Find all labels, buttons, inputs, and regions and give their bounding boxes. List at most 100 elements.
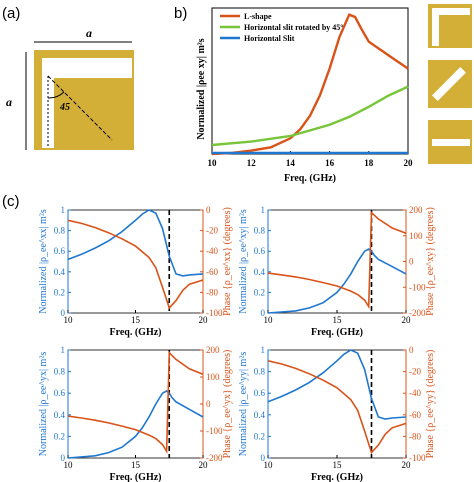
l-shape-unit-cell: 45 xyxy=(34,50,134,150)
thumbnail-horizontal-slit xyxy=(428,120,472,164)
x-tick-label: 10 xyxy=(264,460,274,470)
series-line xyxy=(211,85,409,147)
y-left-tick-label: 0.4 xyxy=(54,410,66,420)
y-right-axis-label: Phase {ρ_ee^yy} (degrees) xyxy=(425,350,436,459)
series-line xyxy=(211,13,409,156)
plot-frame xyxy=(67,349,204,459)
x-tick-label: 20 xyxy=(199,315,209,325)
dimension-left-label: a xyxy=(6,95,12,109)
x-tick-label: 14 xyxy=(286,158,296,168)
magnitude-line xyxy=(267,349,407,420)
y-right-tick-label: -60 xyxy=(206,267,218,277)
y-right-tick-label: -200 xyxy=(206,453,223,463)
x-axis-label: Freq. (GHz) xyxy=(311,472,363,482)
y-left-tick-label: 0.6 xyxy=(54,246,66,256)
y-left-tick-label: 1 xyxy=(61,345,66,355)
x-tick-label: 20 xyxy=(404,158,414,168)
y-right-tick-label: 0 xyxy=(206,205,211,215)
phase-line xyxy=(67,219,204,310)
y-right-tick-label: -60 xyxy=(409,410,421,420)
y-left-tick-label: 0.6 xyxy=(54,388,66,398)
y-left-tick-label: 1 xyxy=(261,205,266,215)
y-right-tick-label: -100 xyxy=(409,282,426,292)
plot-frame xyxy=(267,209,407,314)
x-tick-label: 15 xyxy=(131,315,141,325)
y-left-tick-label: 0.8 xyxy=(254,367,266,377)
y-right-tick-label: 0 xyxy=(409,257,414,267)
x-tick-label: 15 xyxy=(333,315,343,325)
x-axis-label: Freq. (GHz) xyxy=(109,327,161,338)
x-tick-label: 12 xyxy=(247,158,257,168)
panel-b-label: b) xyxy=(174,5,187,22)
y-left-tick-label: 0.6 xyxy=(254,246,266,256)
y-left-tick-label: 0.2 xyxy=(254,431,265,441)
x-tick-label: 10 xyxy=(208,158,218,168)
x-tick-label: 16 xyxy=(325,158,335,168)
y-right-tick-label: 100 xyxy=(206,372,220,382)
y-left-axis-label: Normalized |ρ_ee^xx| m²s xyxy=(38,209,49,314)
y-left-axis-label: Normalized |ρ_ee^yy| m²s xyxy=(238,352,249,457)
y-right-axis-label: Phase {ρ_ee^yx} (degrees) xyxy=(222,350,233,459)
chart-c3: 10 15 20 Freq. (GHz) 0 0.2 0.4 0.6 0.8 1 200 100 0 -1… xyxy=(38,345,233,482)
dimension-top: a xyxy=(34,26,132,43)
magnitude-line xyxy=(267,248,407,314)
y-right-tick-label: -100 xyxy=(206,426,223,436)
dimension-left: a xyxy=(6,52,27,150)
y-left-tick-label: 0.4 xyxy=(254,410,266,420)
y-right-axis-label: Phase {ρ_ee^xx} (degrees) xyxy=(222,207,233,316)
x-axis-label: Freq. (GHz) xyxy=(109,472,161,482)
y-right-tick-label: 0 xyxy=(206,399,211,409)
x-tick-label: 15 xyxy=(333,460,343,470)
phase-line xyxy=(267,360,407,455)
y-right-tick-label: -200 xyxy=(409,308,426,318)
y-right-tick-label: -20 xyxy=(409,367,421,377)
phase-line xyxy=(267,210,407,310)
y-right-tick-label: 100 xyxy=(409,231,423,241)
y-right-tick-label: 0 xyxy=(409,345,414,355)
y-left-tick-label: 0.8 xyxy=(54,367,66,377)
y-right-tick-label: -40 xyxy=(206,246,218,256)
legend-entry: Horizontal slit rotated by 45° xyxy=(244,23,344,32)
y-left-tick-label: 0.4 xyxy=(54,267,66,277)
x-tick-label: 18 xyxy=(364,158,374,168)
y-left-tick-label: 0 xyxy=(61,308,66,318)
x-tick-label: 20 xyxy=(402,460,412,470)
y-left-tick-label: 0.4 xyxy=(254,267,266,277)
angle-label: 45 xyxy=(59,102,70,113)
y-left-axis-label: Normalized |ρ_ee^yx| m²s xyxy=(38,352,49,457)
y-left-tick-label: 0.2 xyxy=(54,287,65,297)
y-right-tick-label: -100 xyxy=(206,308,223,318)
x-axis-label: Freq. (GHz) xyxy=(284,173,336,184)
thumbnail-rotated-slit xyxy=(428,60,472,108)
y-right-tick-label: 200 xyxy=(409,205,423,215)
y-left-tick-label: 0.6 xyxy=(254,388,266,398)
y-right-axis-label: Phase {ρ_ee^xy} (degrees) xyxy=(425,207,436,316)
y-left-tick-label: 1 xyxy=(61,205,66,215)
magnitude-line xyxy=(67,390,204,459)
x-tick-label: 20 xyxy=(402,315,412,325)
y-left-tick-label: 0.8 xyxy=(54,226,66,236)
legend-entry: Horizontal Slit xyxy=(244,34,295,43)
y-left-tick-label: 0.2 xyxy=(254,287,265,297)
y-left-tick-label: 1 xyxy=(261,345,266,355)
y-right-tick-label: -80 xyxy=(409,431,421,441)
y-axis-label: Normalized |ρee xy| m²s xyxy=(196,38,207,139)
y-left-axis-label: Normalized |ρ_ee^xy| m²s xyxy=(238,209,249,314)
x-tick-label: 15 xyxy=(131,460,141,470)
y-left-tick-label: 0.8 xyxy=(254,226,266,236)
chart-b: 10 12 14 16 18 20 Freq. (GHz) Normalized |ρee x… xyxy=(196,7,414,184)
y-right-tick-label: -80 xyxy=(206,287,218,297)
y-left-tick-label: 0.2 xyxy=(54,431,65,441)
panel-a-label: (a) xyxy=(2,5,20,22)
y-right-tick-label: -40 xyxy=(409,388,421,398)
dimension-top-label: a xyxy=(86,26,92,40)
y-right-tick-label: 200 xyxy=(206,345,220,355)
phase-line xyxy=(67,350,204,455)
x-tick-label: 20 xyxy=(199,460,209,470)
x-tick-label: 10 xyxy=(264,315,274,325)
y-left-tick-label: 0 xyxy=(261,453,266,463)
panel-c-label: (c) xyxy=(2,193,20,210)
